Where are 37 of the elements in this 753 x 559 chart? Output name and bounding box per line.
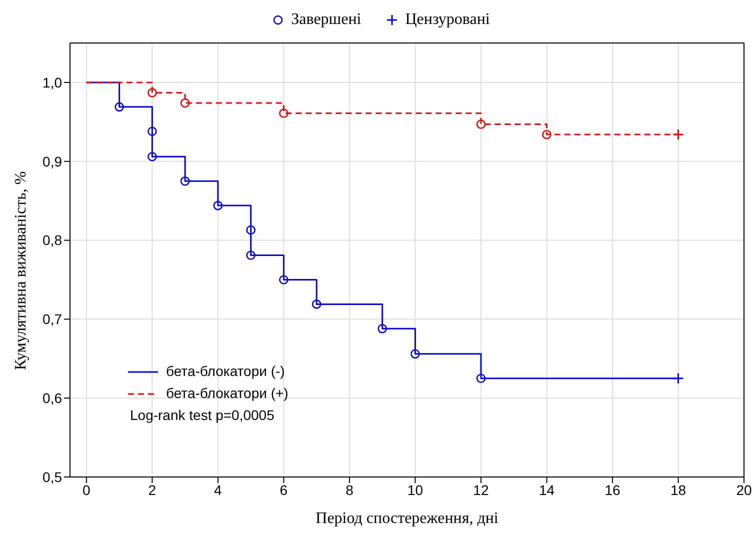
- point: [213, 200, 223, 210]
- annotation: Log-rank test p=0,0005: [130, 406, 276, 425]
- y-tick-label: 0,7: [42, 311, 62, 328]
- point: [279, 275, 288, 284]
- y-tick-label: 0,8: [42, 232, 62, 248]
- point: [410, 349, 420, 359]
- x-tick-label: 14: [538, 482, 555, 498]
- point: [114, 102, 124, 112]
- y-tick-label: 0,9: [42, 153, 62, 170]
- x-tick-label: 12: [473, 482, 489, 498]
- x-tick-label: 0: [82, 482, 91, 498]
- legend-label: бета-блокатори (-): [165, 362, 286, 381]
- x-tick-label: 4: [214, 482, 222, 498]
- point: [476, 374, 486, 384]
- point: [148, 152, 157, 162]
- point: [246, 250, 256, 260]
- point: [246, 225, 256, 235]
- x-axis-title: Період спостереження, дні: [316, 510, 499, 527]
- y-axis-title: Кумулятивна виживаність, %: [12, 171, 30, 370]
- point: [672, 128, 684, 140]
- point: [378, 324, 387, 334]
- point: [148, 126, 157, 136]
- legend-label: Завершені: [290, 11, 362, 29]
- legend-label: Цензуровані: [404, 11, 490, 29]
- point: [180, 176, 190, 186]
- x-tick-label: 16: [604, 482, 620, 498]
- y-tick-label: 1,0: [42, 74, 62, 90]
- y-tick-label: 0,5: [42, 468, 62, 485]
- legend-label: бета-блокатори (+): [165, 384, 288, 403]
- x-tick-label: 8: [346, 482, 354, 498]
- y-tick-label: 0,6: [42, 390, 62, 406]
- x-tick-label: 2: [148, 482, 156, 498]
- x-tick-label: 10: [407, 482, 424, 498]
- point: [312, 300, 322, 309]
- x-tick-label: 18: [670, 482, 686, 498]
- x-tick-label: 6: [280, 482, 288, 498]
- x-tick-label: 20: [736, 482, 752, 498]
